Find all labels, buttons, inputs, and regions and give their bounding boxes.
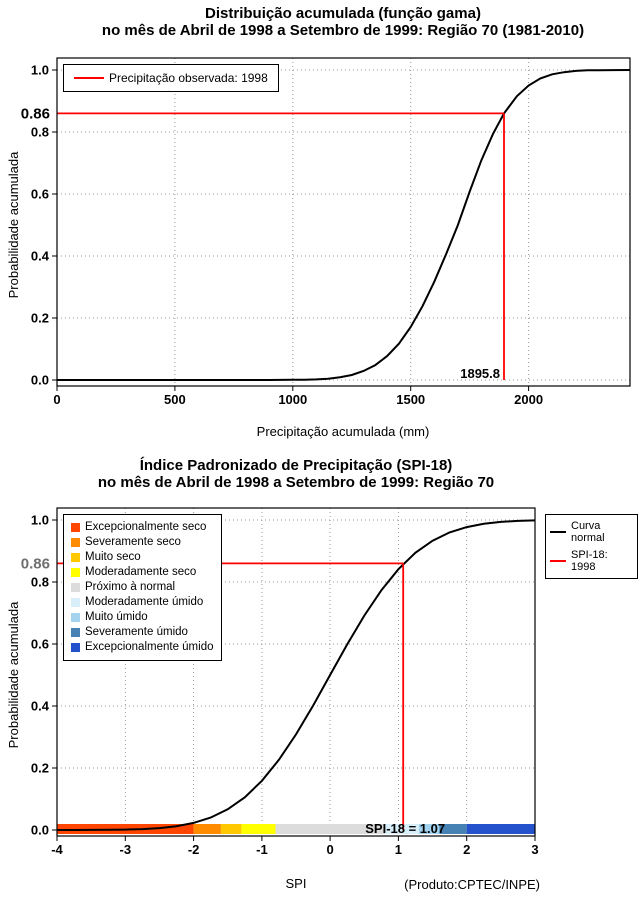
legend-color-swatch (71, 523, 80, 532)
legend-item-label: Curva normal (571, 520, 605, 544)
x-tick-label: 1000 (278, 392, 307, 407)
legend-item: Curva normal (550, 520, 633, 544)
legend-color-swatch (71, 553, 80, 562)
spi-cdf-plot-canvas: 0.86 SPI-18 = 1.07 -4 -3 -2 -1 0 1 2 3 0.0 0.2 0.4 0.… (21, 507, 539, 857)
legend-item: Excepcionalmente úmido (71, 641, 214, 654)
normal-cdf-curve (57, 519, 536, 831)
legend-color-swatch (71, 643, 80, 652)
legend-line-swatch (550, 560, 566, 562)
spi-category-bar-segment (439, 824, 467, 834)
gamma-cdf-chart-section: 0.86 1895.8 0 500 1000 1500 2000 0.0 0.2 0.4 0.6 0.… (6, 5, 640, 439)
y-tick-label: 0.0 (31, 823, 49, 838)
y-tick-label: 0.4 (31, 249, 50, 264)
legend-item: Excepcionalmente seco (71, 521, 214, 534)
gamma-cdf-curve (57, 69, 631, 381)
y-tick-label: 0.0 (31, 373, 49, 388)
legend-item-label: Excepcionalmente seco (85, 521, 207, 533)
legend-item: Muito úmido (71, 611, 214, 624)
spi-chart-title-line2: no mês de Abril de 1998 a Setembro de 19… (97, 474, 495, 491)
legend-item-label: Severamente seco (85, 536, 181, 548)
spi-category-bar-segment (466, 824, 535, 834)
x-tick-label: 0 (326, 842, 333, 857)
y-tick-label: 0.6 (31, 187, 49, 202)
spi-y-axis-label: Probabilidade acumulada (6, 601, 21, 749)
x-tick-label: 2000 (514, 392, 543, 407)
gamma-chart-title: Distribuição acumulada (função gama) no … (43, 5, 640, 39)
legend-item-label: SPI-18: 1998 (571, 549, 608, 573)
x-tick-label: 500 (164, 392, 186, 407)
legend-line-swatch (550, 531, 566, 533)
y-tick-label: 1.0 (31, 513, 49, 528)
spi-category-bar-segment (193, 824, 221, 834)
x-tick-label: 0 (53, 392, 60, 407)
plot-border (56, 57, 631, 387)
y-tick-label: 0.8 (31, 575, 49, 590)
x-tick-label: 1 (395, 842, 402, 857)
legend-item: Moderadamente seco (71, 566, 214, 579)
legend-item-label: Precipitação observada: 1998 (109, 71, 268, 85)
legend-item: Severamente seco (71, 536, 214, 549)
spi-bar-value-label: SPI-18 = 1.07 (365, 821, 445, 836)
plot-border (56, 507, 536, 837)
probability-reference-label: 0.86 (21, 105, 50, 122)
spi-category-bar-segment (220, 824, 242, 834)
spi-chart-title-line1: Índice Padronizado de Precipitação (SPI-… (139, 457, 453, 474)
y-tick-label: 0.8 (31, 125, 49, 140)
legend-item: SPI-18: 1998 (550, 549, 633, 573)
legend-item: Moderadamente úmido (71, 596, 214, 609)
x-tick-label: -4 (51, 842, 63, 857)
legend-item: Muito seco (71, 551, 214, 564)
legend-item-label: Muito úmido (85, 611, 148, 623)
spi-category-bar-segment (418, 824, 440, 834)
y-tick-label: 0.2 (31, 311, 49, 326)
x-tick-label: 2 (463, 842, 470, 857)
gamma-chart-title-line1: Distribuição acumulada (função gama) (205, 5, 481, 22)
y-tick-label: 0.2 (31, 761, 49, 776)
legend-item-label: Excepcionalmente úmido (85, 641, 214, 653)
value-reference-label: 1895.8 (460, 366, 500, 381)
x-tick-label: -3 (120, 842, 132, 857)
legend-item-label: Moderadamente úmido (85, 596, 204, 608)
legend-item-label: Próximo à normal (85, 581, 176, 593)
x-tick-label: -2 (188, 842, 200, 857)
spi-series-legend: Curva normal SPI-18: 1998 (545, 514, 638, 579)
probability-reference-label: 0.86 (21, 555, 50, 572)
legend-item-label: Muito seco (85, 551, 141, 563)
legend-color-swatch (71, 538, 80, 547)
legend-color-swatch (71, 583, 80, 592)
gamma-y-axis-label: Probabilidade acumulada (6, 151, 21, 299)
legend-item: Precipitação observada: 1998 (74, 71, 268, 85)
legend-item: Próximo à normal (71, 581, 214, 594)
legend-color-swatch (71, 598, 80, 607)
product-credit-label: (Produto:CPTEC/INPE) (404, 877, 540, 892)
x-tick-label: 1500 (396, 392, 425, 407)
legend-item: Severamente úmido (71, 626, 214, 639)
x-tick-label: -1 (256, 842, 268, 857)
spi-chart-title: Índice Padronizado de Precipitação (SPI-… (0, 457, 596, 491)
y-tick-label: 1.0 (31, 63, 49, 78)
legend-item-label: Moderadamente seco (85, 566, 197, 578)
spi-category-bar-segment (275, 824, 385, 834)
legend-color-swatch (71, 568, 80, 577)
legend-color-swatch (71, 613, 80, 622)
observed-precipitation-legend: Precipitação observada: 1998 (63, 64, 279, 92)
spi-x-axis-label: SPI (285, 876, 307, 891)
legend-item-label: Severamente úmido (85, 626, 188, 638)
gamma-cdf-plot-canvas: 0.86 1895.8 0 500 1000 1500 2000 0.0 0.2 0.4 0.6 0.… (21, 57, 631, 407)
x-tick-label: 3 (531, 842, 538, 857)
legend-color-swatch (71, 628, 80, 637)
spi-category-bar-segment (384, 824, 419, 834)
spi-category-bar-segment (241, 824, 276, 834)
spi-cdf-chart-section: 0.86 SPI-18 = 1.07 -4 -3 -2 -1 0 1 2 3 0.0 0.2 0.4 0.… (0, 450, 640, 900)
spi-categories-legend: Excepcionalmente seco Severamente seco Mui… (63, 514, 222, 661)
gamma-chart-title-line2: no mês de Abril de 1998 a Setembro de 19… (101, 22, 585, 39)
y-tick-label: 0.4 (31, 699, 50, 714)
y-tick-label: 0.6 (31, 637, 49, 652)
legend-line-swatch (74, 77, 104, 79)
gamma-x-axis-label: Precipitação acumulada (mm) (256, 424, 430, 439)
